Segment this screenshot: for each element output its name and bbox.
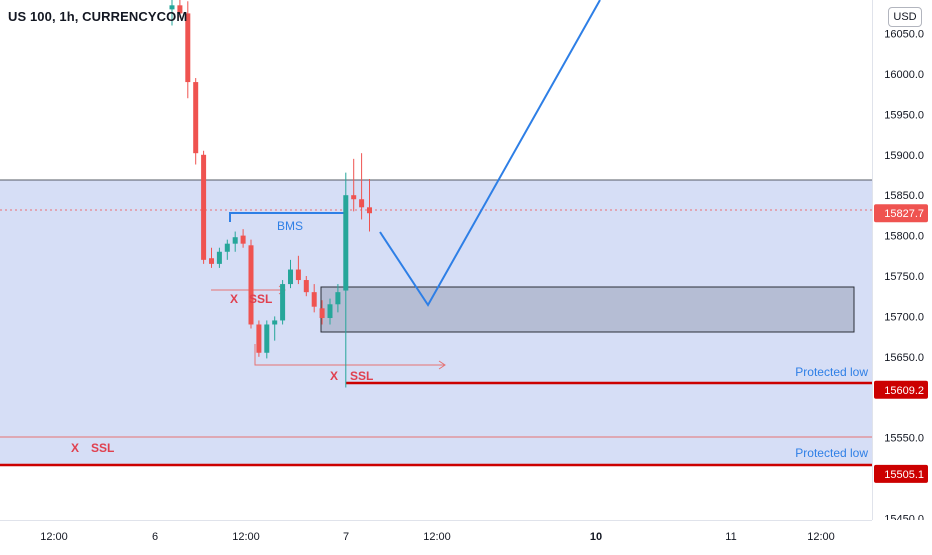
ssl-label-2: SSL: [350, 369, 373, 383]
bms-line[interactable]: [229, 212, 345, 222]
candle-body[interactable]: [201, 154, 207, 260]
price-badge-label: 15609.2: [884, 385, 924, 397]
candle-body[interactable]: [216, 251, 222, 264]
candle-body[interactable]: [319, 308, 325, 319]
x-mark-3: X: [71, 441, 79, 455]
x-tick-label: 12:00: [232, 531, 260, 543]
ssl-arrow-head-2: [438, 360, 446, 370]
candle-body[interactable]: [193, 82, 199, 154]
candle-body[interactable]: [224, 243, 230, 252]
price-badge: [874, 204, 928, 223]
candle-body[interactable]: [327, 304, 333, 319]
candle-body[interactable]: [295, 269, 301, 281]
candle-body[interactable]: [280, 284, 286, 321]
candle-body[interactable]: [240, 235, 246, 244]
candle-body[interactable]: [288, 269, 293, 285]
price-badge: [874, 380, 928, 399]
y-tick-label: 15850.0: [884, 190, 924, 202]
ssl-label-3: SSL: [91, 441, 114, 455]
price-axis[interactable]: [873, 0, 932, 520]
ssl-arrow-line-2: [254, 344, 445, 366]
time-axis[interactable]: [0, 520, 932, 550]
price-badge-label: 15505.1: [884, 469, 924, 481]
candle-body[interactable]: [248, 245, 254, 325]
x-tick-label: 11: [725, 531, 736, 543]
candle-body[interactable]: [185, 13, 191, 83]
candle-body[interactable]: [169, 5, 175, 10]
x-tick-label: 7: [343, 531, 349, 543]
candle-body[interactable]: [367, 207, 372, 214]
x-tick-label: 12:00: [807, 531, 835, 543]
candle-body[interactable]: [359, 199, 365, 208]
price-badge: [874, 464, 928, 483]
y-tick-label: 16000.0: [884, 69, 924, 81]
candle-body[interactable]: [232, 237, 238, 244]
x-mark-1: X: [230, 292, 238, 306]
y-tick-label: 15650.0: [884, 352, 924, 364]
x-tick-label: 6: [152, 531, 158, 543]
y-tick-label: 15750.0: [884, 271, 924, 283]
candle-body[interactable]: [335, 292, 341, 305]
order-block-box[interactable]: [320, 286, 855, 333]
x-tick-label: 12:00: [40, 531, 68, 543]
projection-path[interactable]: [379, 0, 601, 307]
currency-selector[interactable]: USD: [888, 7, 922, 27]
bms-label: BMS: [277, 219, 303, 233]
x-axis-ticks: 12:00 6 12:00 7 12:00 10 11 12:00: [40, 531, 835, 543]
candle-body[interactable]: [177, 5, 183, 14]
x-mark-2: X: [330, 369, 338, 383]
candle-body[interactable]: [311, 292, 317, 307]
candle-body[interactable]: [343, 195, 349, 291]
y-tick-label: 16050.0: [884, 29, 924, 41]
candles-group: [169, 0, 372, 388]
y-tick-label: 15550.0: [884, 433, 924, 445]
x-tick-label: 12:00: [423, 531, 451, 543]
candle-body[interactable]: [351, 195, 357, 200]
ssl-label-1: SSL: [249, 292, 272, 306]
y-tick-label: 15800.0: [884, 231, 924, 243]
price-badge-label: 15827.7: [884, 208, 924, 220]
candle-body[interactable]: [264, 324, 270, 353]
y-tick-label: 15950.0: [884, 109, 924, 121]
price-labels: 15827.7 15609.2 15505.1: [874, 204, 928, 483]
protected-low-label-2: Protected low: [795, 446, 868, 460]
candle-body[interactable]: [303, 280, 309, 293]
chart-title: US 100, 1h, CURRENCYCOM: [8, 9, 188, 24]
x-tick-label: 10: [590, 531, 602, 543]
y-tick-label: 15700.0: [884, 311, 924, 323]
candle-body[interactable]: [272, 320, 278, 325]
candle-body[interactable]: [209, 258, 214, 264]
protected-low-label-1: Protected low: [795, 365, 868, 379]
candle-body[interactable]: [256, 324, 262, 353]
y-tick-label: 15900.0: [884, 150, 924, 162]
